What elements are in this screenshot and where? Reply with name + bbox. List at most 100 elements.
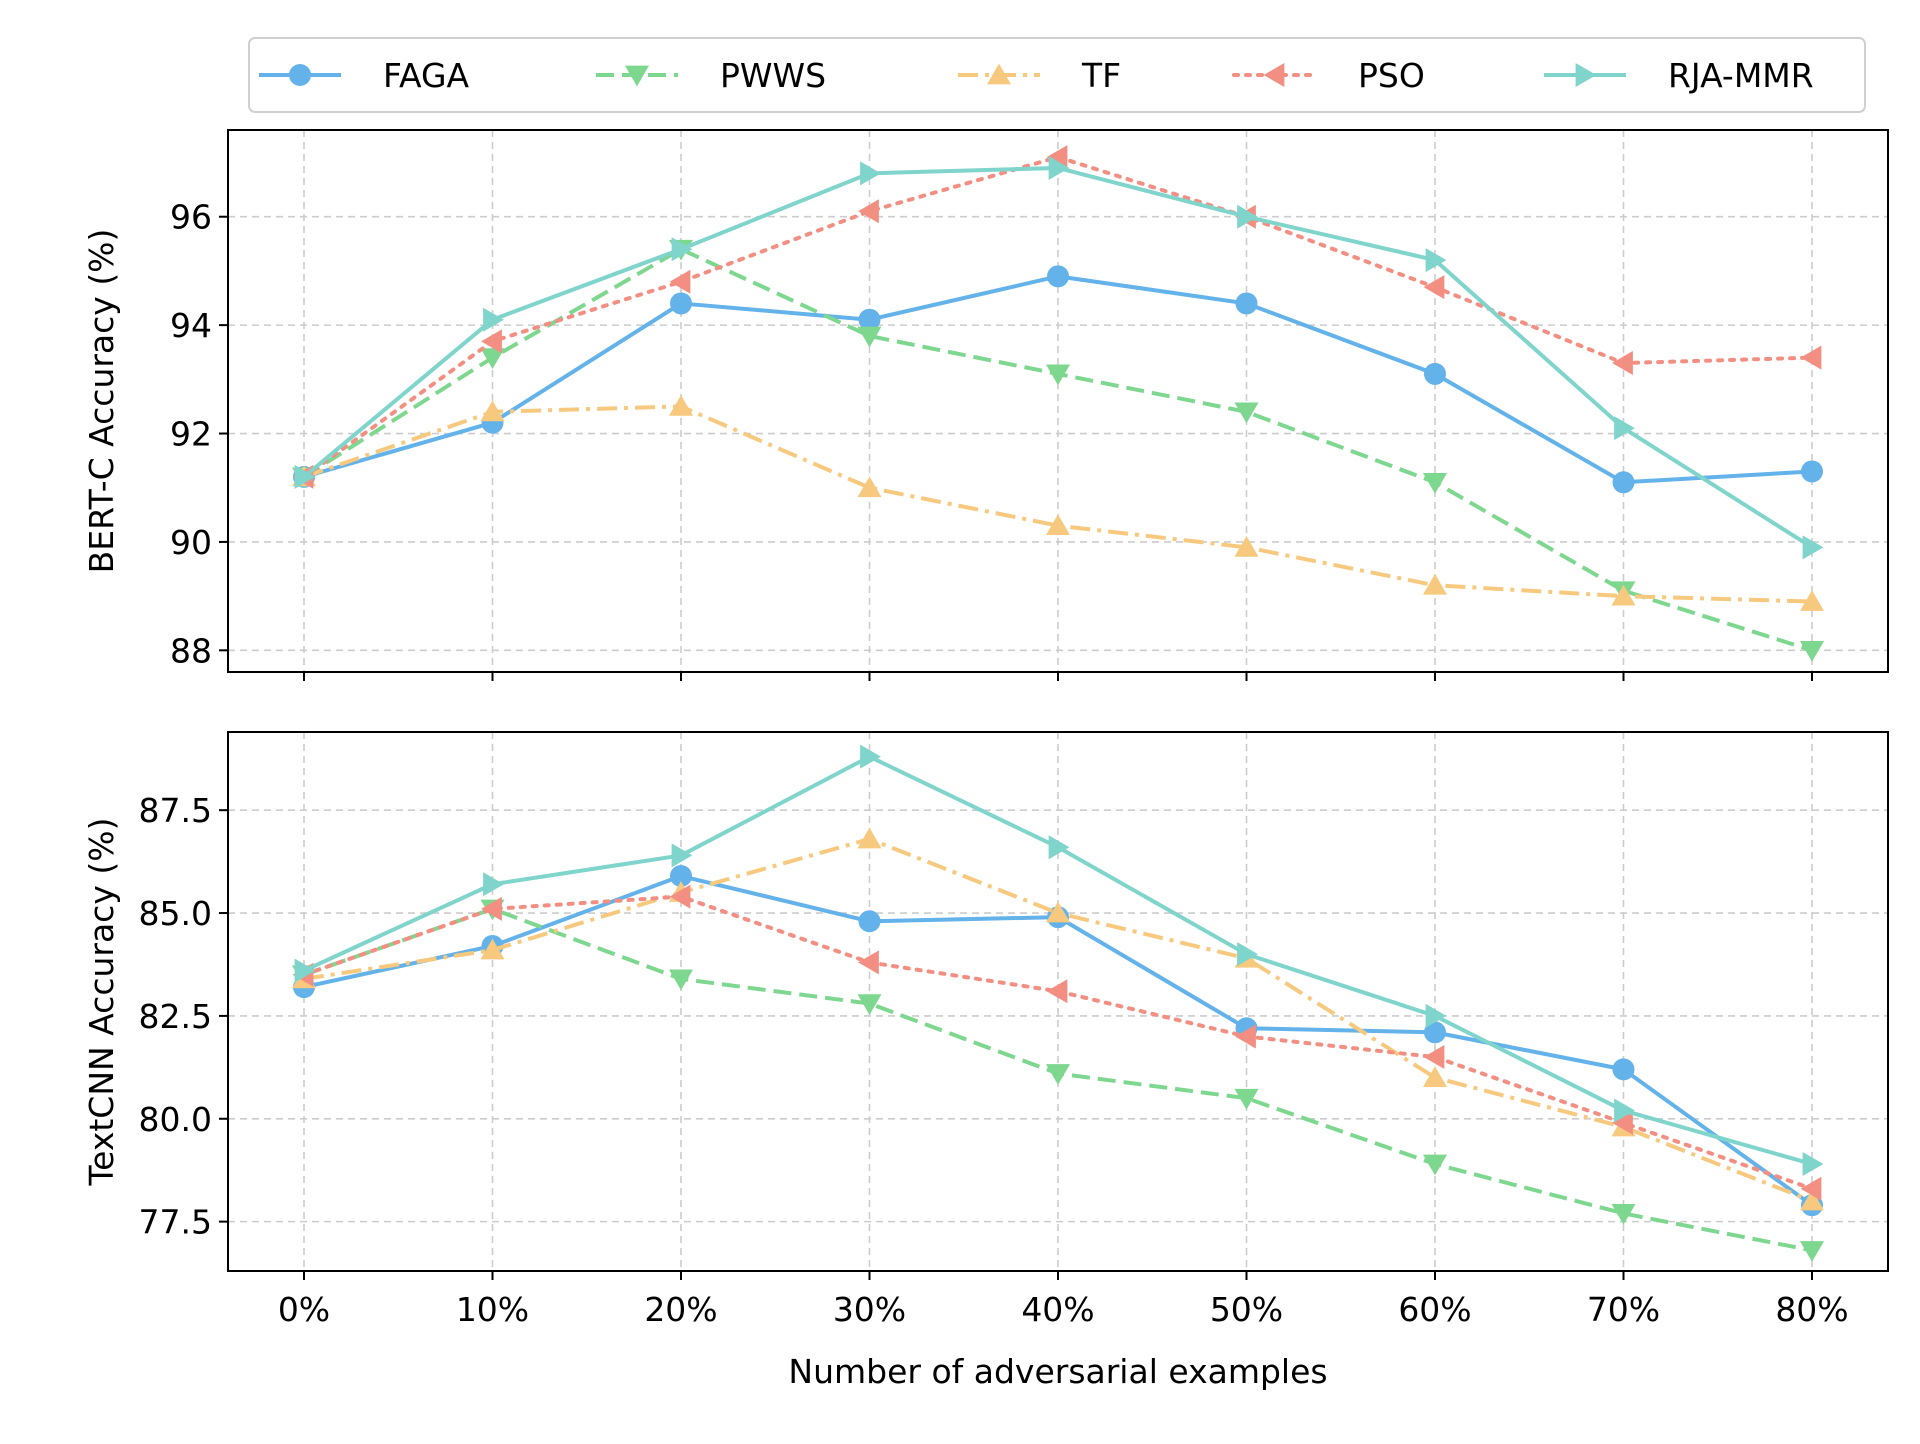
point-faga	[858, 308, 881, 331]
point-tf	[669, 395, 693, 416]
point-rja-mmr	[1614, 1098, 1635, 1123]
x-tick-label: 0%	[278, 1290, 330, 1329]
point-pwws	[669, 969, 693, 991]
legend-entry-tf: TF	[958, 56, 1121, 95]
point-pso	[1235, 1024, 1256, 1049]
line-tf	[303, 836, 1813, 1203]
point-pwws	[1611, 1204, 1636, 1225]
textcnn-y-axis-label: TextCNN Accuracy (%)	[82, 818, 121, 1187]
y-tick-label: 77.5	[139, 1203, 212, 1242]
point-tf	[1800, 1189, 1824, 1211]
point-pwws	[1234, 1088, 1259, 1110]
point-faga	[1612, 471, 1635, 494]
bert-c-panel: 88 90 92 94 96 BERT-C Accuracy (%)	[82, 129, 1889, 681]
bert-c-y-axis-label: BERT-C Accuracy (%)	[82, 229, 121, 574]
point-rja-mmr	[1237, 204, 1258, 229]
point-pso	[1423, 275, 1445, 300]
point-pso	[669, 884, 691, 909]
legend-frame	[248, 37, 1866, 113]
point-rja-mmr	[1237, 942, 1258, 967]
point-pso	[858, 950, 879, 975]
legend-marker	[1263, 63, 1285, 87]
legend-label: PWWS	[720, 56, 826, 95]
legend-entry-pwws: PWWS	[596, 56, 826, 95]
point-pso	[1046, 145, 1068, 170]
point-tf	[1800, 590, 1824, 611]
point-faga	[1235, 292, 1258, 315]
y-tick-label: 94	[170, 306, 212, 345]
point-pwws	[1423, 1154, 1447, 1176]
legend-marker	[987, 63, 1011, 85]
y-tick-label: 90	[170, 523, 212, 562]
x-tick-label: 70%	[1587, 1290, 1660, 1329]
y-tick-label: 82.5	[139, 997, 212, 1036]
point-pwws	[1046, 1064, 1070, 1085]
point-rja-mmr	[1802, 535, 1824, 560]
x-tick-label: 60%	[1398, 1290, 1471, 1329]
point-tf	[1423, 1066, 1447, 1087]
legend-marker	[625, 65, 649, 87]
point-rja-mmr	[1614, 416, 1635, 441]
series-rja-mmr	[294, 155, 1824, 560]
point-pso	[1046, 979, 1068, 1004]
x-tick-label: 40%	[1021, 1290, 1094, 1329]
y-tick-label: 85.0	[139, 894, 212, 933]
x-tick-label: 50%	[1210, 1290, 1283, 1329]
point-pso	[481, 329, 502, 354]
point-faga	[670, 865, 692, 888]
y-tick-label: 80.0	[139, 1100, 212, 1139]
point-rja-mmr	[671, 843, 693, 868]
legend-entry-faga: FAGA	[259, 56, 470, 95]
point-rja-mmr	[671, 237, 693, 262]
point-faga	[1424, 1021, 1446, 1044]
legend: FAGA PWWS TF PSO RJA-MMR	[248, 37, 1866, 113]
point-tf	[480, 400, 505, 422]
point-pso	[1612, 351, 1633, 376]
legend-marker	[289, 64, 311, 86]
point-tf	[1046, 514, 1070, 536]
legend-entry-pso: PSO	[1232, 56, 1425, 95]
point-pso	[1800, 1176, 1822, 1201]
point-faga	[858, 910, 881, 933]
legend-entry-rja-mmr: RJA-MMR	[1544, 56, 1814, 95]
x-tick-label: 30%	[833, 1290, 906, 1329]
point-pso	[1800, 345, 1822, 370]
series-pso	[292, 884, 1822, 1201]
point-faga	[670, 292, 692, 315]
point-faga	[1047, 265, 1069, 288]
point-rja-mmr	[294, 464, 316, 489]
point-pwws	[1046, 364, 1070, 386]
point-pwws	[857, 326, 882, 348]
point-tf	[857, 476, 882, 498]
x-tick-label: 20%	[644, 1290, 717, 1329]
x-tick-label: 80%	[1775, 1290, 1848, 1329]
series-pso	[292, 145, 1822, 489]
y-tick-label: 92	[170, 415, 212, 454]
point-pwws	[1800, 640, 1824, 662]
y-tick-label: 87.5	[139, 791, 212, 830]
point-rja-mmr	[483, 307, 504, 332]
point-rja-mmr	[1425, 248, 1447, 273]
y-tick-label: 96	[170, 198, 212, 237]
point-tf	[1611, 584, 1636, 606]
point-faga	[1801, 460, 1823, 483]
legend-label: TF	[1081, 56, 1121, 95]
point-tf	[1046, 901, 1070, 923]
point-tf	[857, 827, 882, 849]
point-rja-mmr	[860, 161, 881, 186]
point-pwws	[1234, 402, 1259, 424]
point-rja-mmr	[483, 872, 504, 897]
point-pwws	[480, 348, 505, 370]
series-rja-mmr	[294, 744, 1824, 1177]
point-rja-mmr	[1802, 1152, 1824, 1177]
point-pso	[669, 269, 691, 294]
legend-label: RJA-MMR	[1668, 56, 1814, 95]
point-faga	[1612, 1058, 1635, 1081]
point-pwws	[857, 994, 882, 1015]
point-tf	[480, 938, 505, 960]
x-tick-label: 10%	[456, 1290, 529, 1329]
legend-label: FAGA	[383, 56, 470, 95]
point-rja-mmr	[294, 958, 316, 983]
point-rja-mmr	[1425, 1003, 1447, 1028]
point-pso	[858, 199, 879, 224]
